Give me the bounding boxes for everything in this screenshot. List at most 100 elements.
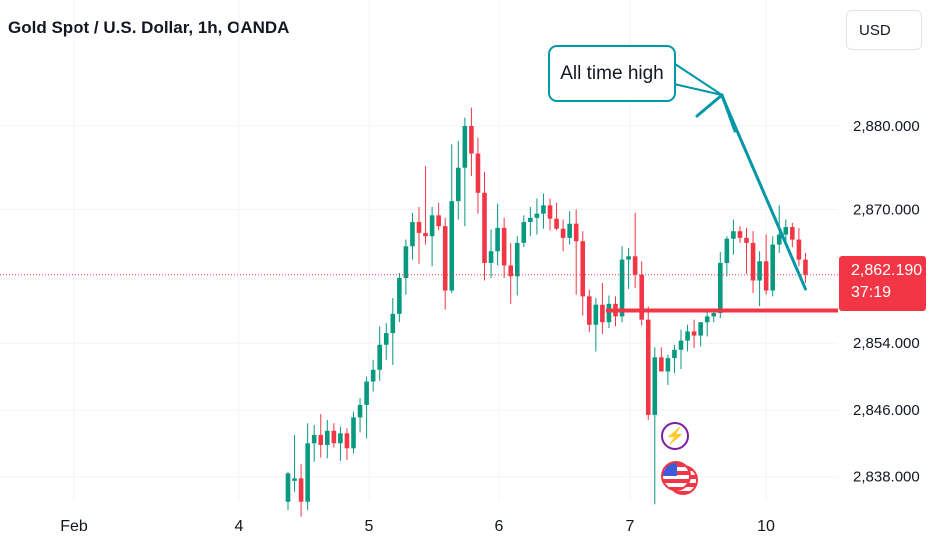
x-tick-label: 4 [235,518,244,535]
candle-body [645,319,651,415]
price-axis[interactable]: 2,880.000 2,870.000 2,854.000 2,846.000 2,83… [853,118,920,486]
candle-body [364,381,369,405]
candle-body [711,313,717,317]
y-tick-label: 2,838.000 [853,469,920,486]
candle-body [521,222,527,243]
callout-tail [671,61,723,96]
candle-body [704,316,710,323]
candle-body [587,296,592,325]
x-tick-label: Feb [60,518,88,535]
candle-body [580,241,586,297]
candle-body [423,232,428,237]
candle-body [691,331,697,336]
candle-body [534,213,540,218]
y-tick-label: 2,854.000 [853,335,920,352]
candle-body [456,167,461,202]
x-tick-label: 6 [495,518,504,535]
candle-body [652,357,658,415]
x-tick-label: 7 [626,518,635,535]
candle-body [469,126,474,154]
candle-body [318,434,324,445]
candle-body [442,226,448,291]
candle-body [573,223,579,242]
candle-body [718,262,723,314]
candle-body [796,239,802,260]
x-tick-label: 5 [365,518,374,535]
candle-body [429,215,435,237]
candle-body [763,261,769,291]
candle-body [325,430,330,445]
candle-body [292,478,297,481]
candle-body [541,205,546,214]
candle-body [501,227,507,266]
candle-body [488,251,494,263]
candle-body [803,259,808,275]
candle-body [449,201,455,291]
candle-body [311,434,317,444]
candle-body [554,218,559,229]
candle-body [685,331,690,341]
lightning-icon[interactable]: ⚡ [661,422,689,450]
gridlines [0,0,838,500]
candle-body [567,223,572,238]
arrow-head [695,93,737,133]
candle-body [632,256,638,275]
x-tick-label: 10 [757,518,775,535]
candle-body [600,304,605,323]
candle-body [606,303,612,323]
candle-body [639,274,644,320]
candle-body [495,227,500,252]
candle-body [436,215,441,227]
candle-body [377,344,382,370]
candle-body [783,227,789,235]
candle-body [298,478,304,502]
candle-body [344,433,350,449]
candle-body [750,242,756,281]
candle-body [757,261,762,281]
annotation-callout[interactable]: All time high [548,45,676,102]
candle-body [698,322,703,336]
candle-body [737,231,743,238]
candle-body [416,222,422,233]
us-flag-icon[interactable] [661,461,691,491]
candle-body [514,242,520,277]
candle-body [397,277,402,314]
bar-countdown: 37:19 [851,284,892,301]
drawing-overlays [0,61,838,313]
candle-body [790,227,795,240]
candle-body [390,313,396,334]
candle-body [724,238,730,263]
candle-body [770,244,775,291]
candle-body [619,259,625,317]
candle-body [403,246,409,278]
candle-body [626,256,631,260]
currency-selector[interactable]: USD [846,10,922,50]
chart-title: Gold Spot / U.S. Dollar, 1h, OANDA [8,18,290,37]
candle-body [462,126,468,168]
y-tick-label: 2,880.000 [853,118,920,135]
candle-body [744,237,749,243]
candle-body [285,473,291,502]
candle-body [508,265,513,277]
current-price-value: 2,862.190 [851,262,923,279]
candle-body [547,205,553,219]
current-price-tag: 2,862.190 37:19 [839,256,926,311]
candle-body [370,369,376,382]
candle-body [351,417,356,449]
candle-body [357,404,363,418]
candle-body [331,430,337,444]
candle-body [776,234,782,245]
annotation-text: All time high [560,62,664,84]
candle-body [665,358,671,372]
candle-body [528,217,533,223]
candle-body [672,349,677,359]
candle-body [659,357,664,372]
candle-body [305,443,310,502]
candle-body [383,333,389,345]
arrow-shaft [720,94,807,291]
candle-body [475,153,481,193]
candle-body [593,304,599,325]
candle-body [678,340,684,350]
time-axis[interactable]: Feb 4 5 6 7 10 [60,518,775,535]
